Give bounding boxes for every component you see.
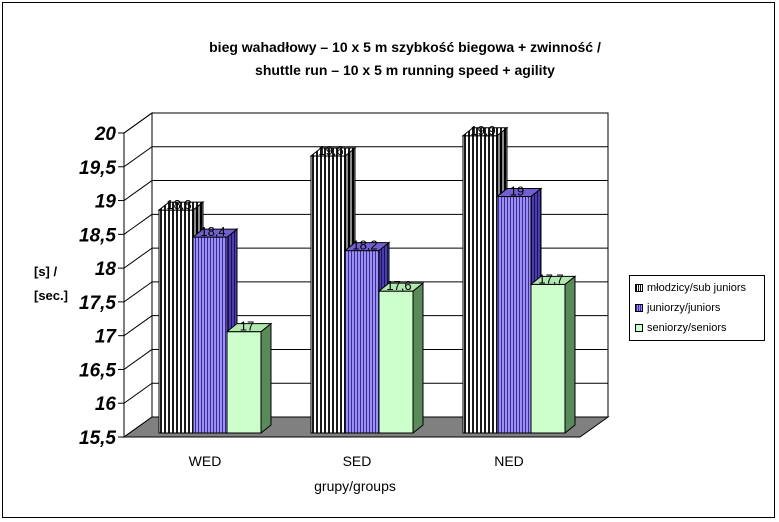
x-tick-label: NED	[494, 453, 524, 469]
gridline-side	[123, 180, 153, 201]
y-tick-labels: 15,5 16 16,5 17 17,5 18 18,5 19 19,5 20	[79, 124, 117, 449]
bar-front	[378, 290, 414, 434]
gridline-side	[123, 382, 153, 404]
bar-top	[191, 228, 239, 238]
gridline-side	[123, 213, 153, 235]
gridline-side	[123, 315, 153, 337]
chart-subtitle: shuttle run – 10 x 5 m running speed + a…	[255, 62, 555, 78]
bar-front	[158, 209, 194, 434]
bar-top	[309, 147, 357, 157]
x-category-labels: WED SED NED	[189, 453, 524, 469]
legend-item-sub-juniors: młodzicy/sub juniors	[635, 281, 746, 295]
y-tick-label: 16,5	[79, 360, 116, 381]
bar	[225, 322, 273, 435]
legend: młodzicy/sub juniors juniorzy/juniors se…	[629, 275, 765, 341]
y-tick-label: 17	[95, 327, 118, 348]
y-tick-label: 19	[95, 192, 117, 213]
bar-front	[226, 331, 262, 434]
data-labels: 18,8 18,4 17 19,6 18,2 17,6 19,9 19 17,7	[166, 123, 563, 334]
data-label: 17	[240, 319, 254, 334]
bar-front	[530, 283, 566, 434]
bar	[377, 282, 425, 435]
legend-swatch-seniors	[635, 324, 643, 332]
y-axis-label-line2: [sec.]	[34, 288, 68, 303]
bar-top	[461, 127, 509, 137]
bar-side	[260, 322, 272, 435]
bar-side	[564, 275, 576, 435]
data-label: 17,7	[538, 271, 563, 286]
bar-top	[529, 275, 577, 285]
gridline-side	[123, 112, 153, 134]
bar-front	[310, 155, 346, 434]
legend-label-seniors: seniorzy/seniors	[647, 322, 727, 334]
data-label: 18,2	[352, 238, 377, 253]
y-tick-label: 16	[95, 394, 117, 415]
bar-top	[343, 242, 391, 252]
side-wall	[123, 112, 153, 438]
legend-item-juniors: juniorzy/juniors	[635, 301, 720, 315]
bar	[529, 275, 577, 435]
x-tick-label: WED	[189, 453, 222, 469]
y-tick-label: 17,5	[79, 293, 116, 314]
data-label: 18,8	[166, 197, 191, 212]
data-label: 19,6	[318, 143, 343, 158]
bars	[157, 126, 577, 435]
y-tick-label: 18,5	[79, 225, 116, 246]
bar-top	[225, 323, 273, 333]
bar-front	[192, 236, 228, 434]
data-label: 17,6	[386, 278, 411, 293]
bar-side	[412, 282, 424, 435]
x-tick-label: SED	[343, 453, 372, 469]
y-tick-label: 19,5	[79, 158, 116, 179]
bar-top	[157, 201, 205, 211]
legend-item-seniors: seniorzy/seniors	[635, 321, 726, 335]
gridline-side	[123, 146, 153, 168]
legend-label-juniors: juniorzy/juniors	[647, 302, 721, 314]
gridline-side	[123, 281, 153, 303]
y-tick-label: 18	[95, 259, 117, 280]
data-label: 19	[510, 184, 524, 199]
legend-label-sub-juniors: młodzicy/sub juniors	[647, 282, 747, 294]
y-tick-label: 20	[94, 124, 117, 145]
chart-title: bieg wahadłowy – 10 x 5 m szybkość biego…	[209, 39, 601, 55]
bar-front	[462, 135, 498, 434]
bar-front	[344, 250, 380, 434]
data-label: 19,9	[470, 123, 495, 138]
legend-swatch-sub-juniors	[635, 284, 643, 292]
legend-swatch-juniors	[635, 304, 643, 312]
bar-top	[495, 188, 543, 198]
x-axis-label: grupy/groups	[314, 478, 396, 494]
y-axis-label-line1: [s] /	[34, 264, 58, 279]
data-label: 18,4	[200, 224, 225, 239]
gridline-side	[123, 349, 153, 370]
gridline-side	[123, 247, 153, 269]
bar-front	[496, 196, 532, 434]
y-tick-label: 15,5	[79, 428, 116, 449]
bar-top	[377, 282, 425, 292]
